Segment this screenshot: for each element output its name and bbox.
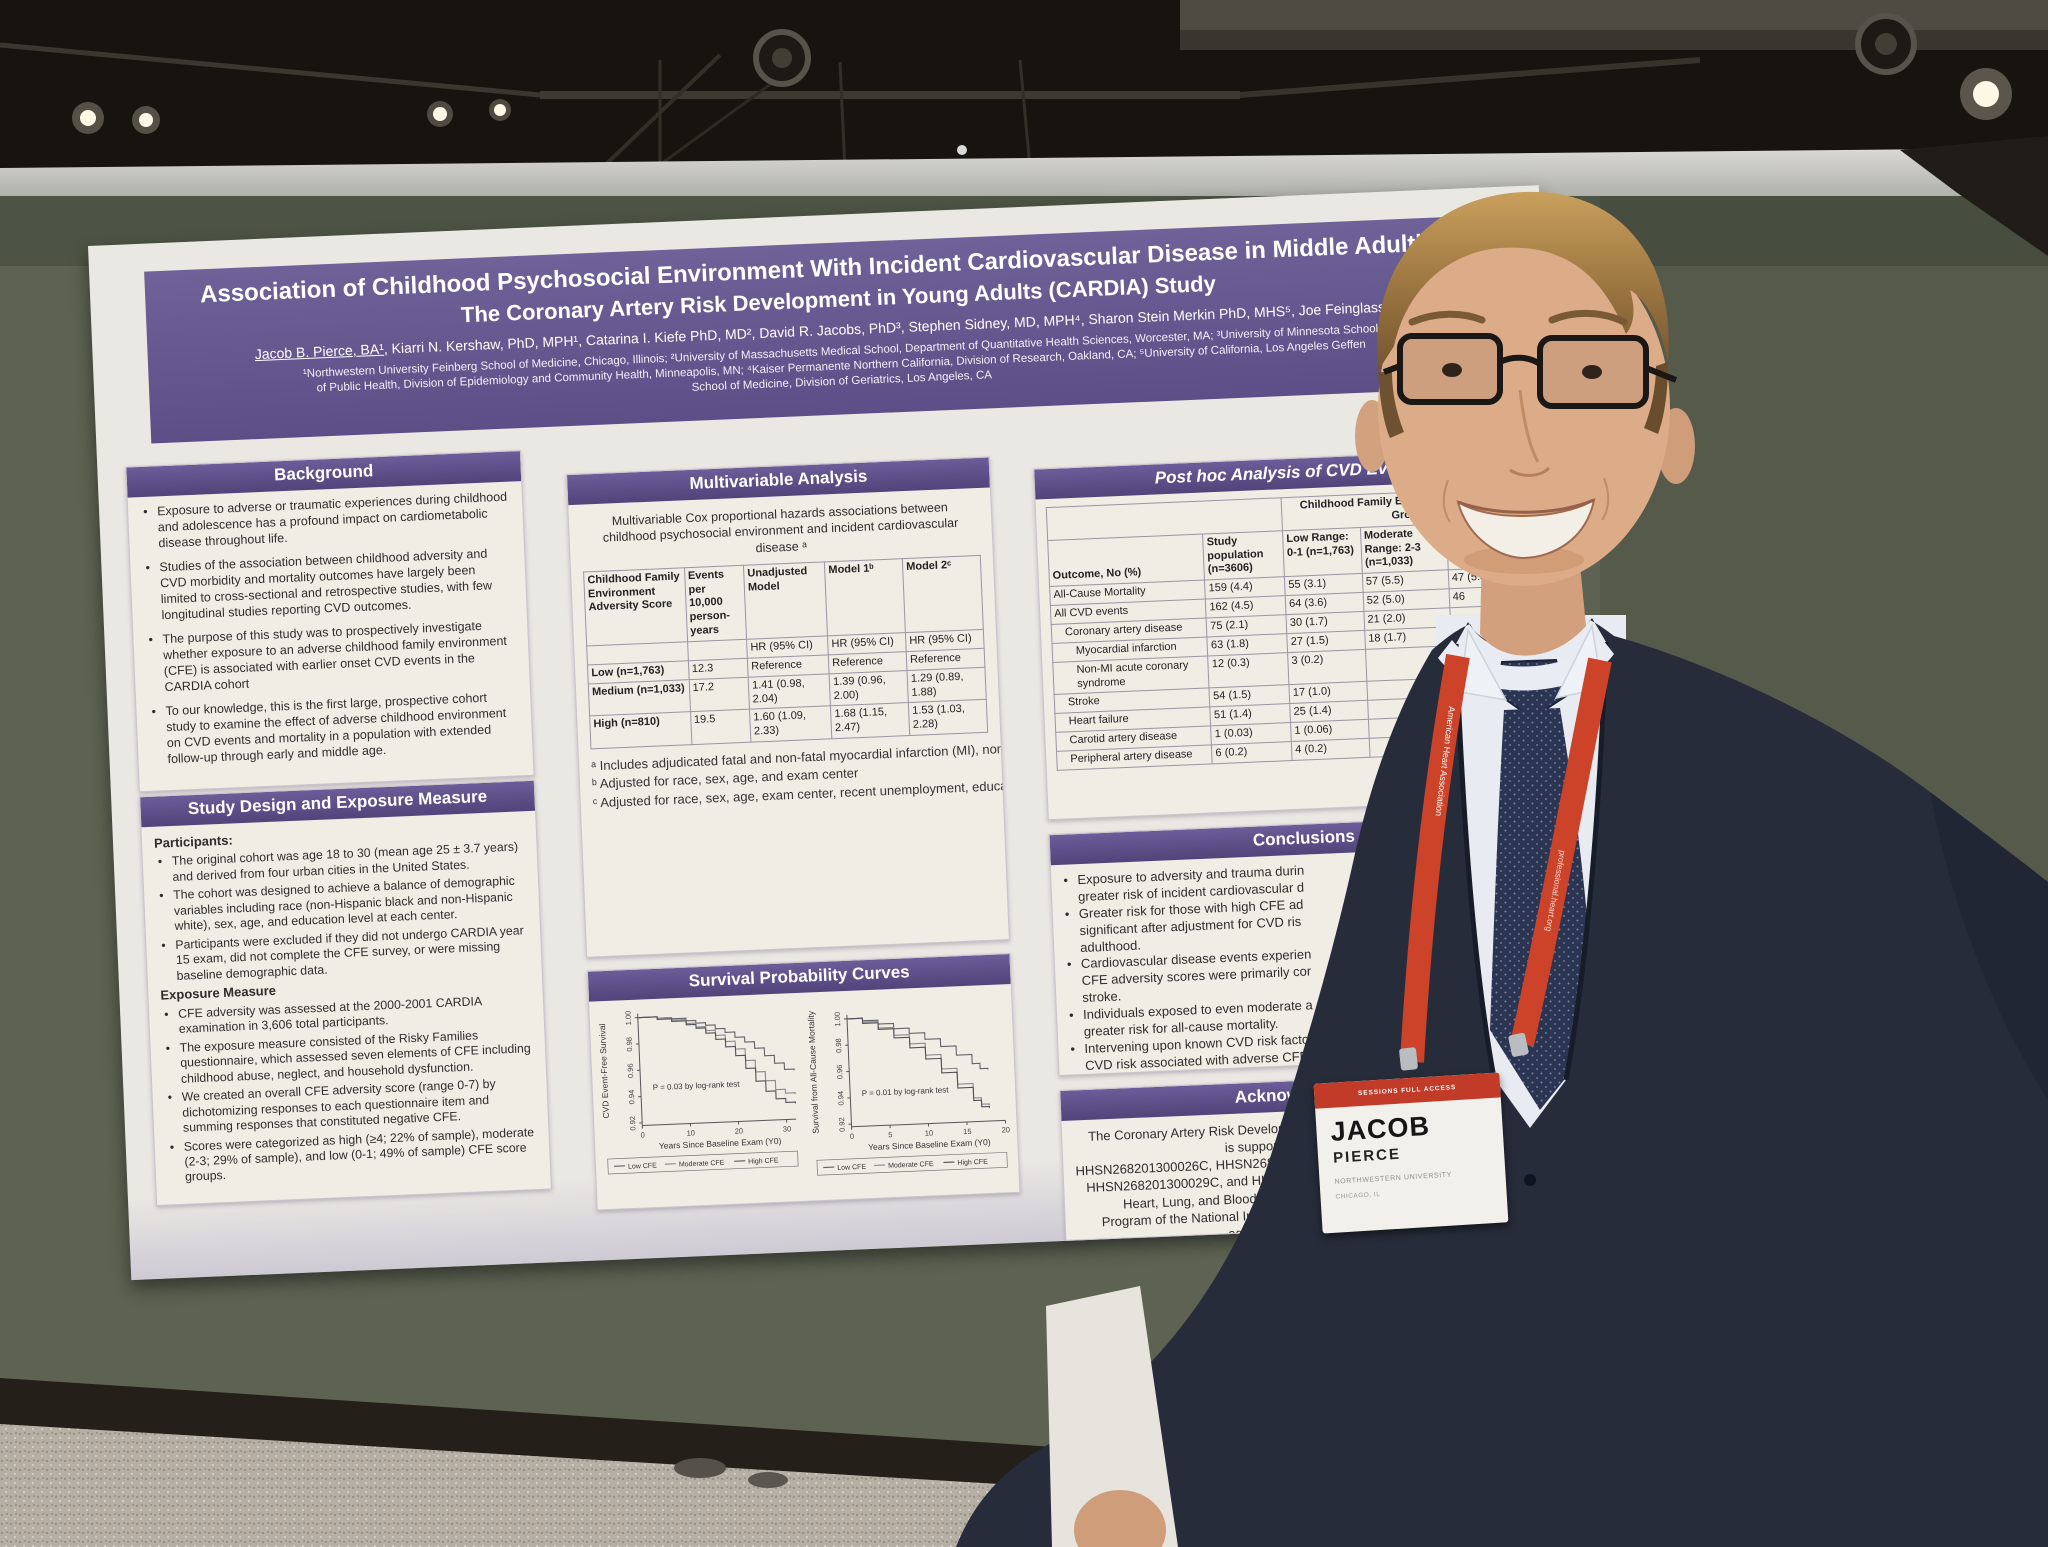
- ceiling-trusses: [0, 0, 2048, 175]
- svg-text:0.96: 0.96: [626, 1063, 636, 1078]
- svg-text:0.94: 0.94: [627, 1090, 637, 1105]
- km-chart-cvd-event-free-survival: 0.92 0.94 0.96 0.98 1.00 0 10 20 30 P = 0.03 by l…: [597, 1011, 799, 1175]
- shirt-cuff: [1046, 1286, 1178, 1547]
- svg-text:10: 10: [686, 1128, 695, 1137]
- badge-clip-left: [1399, 1047, 1418, 1071]
- svg-text:10: 10: [925, 1128, 934, 1137]
- svg-text:0: 0: [850, 1132, 855, 1141]
- board-foot: [674, 1458, 726, 1478]
- shoulder-shading: [1930, 792, 2048, 1100]
- hair-right-side: [1644, 362, 1668, 434]
- jacket-button: [1524, 1174, 1536, 1186]
- svg-text:P = 0.01 by log-rank test: P = 0.01 by log-rank test: [862, 1085, 950, 1098]
- svg-text:20: 20: [735, 1126, 744, 1135]
- ceiling-lights: [72, 68, 2012, 134]
- nose: [1518, 389, 1540, 463]
- svg-text:Low CFE: Low CFE: [628, 1162, 657, 1170]
- right-eye: [1582, 365, 1602, 379]
- lanyard-right-strap: [1510, 657, 1612, 1047]
- svg-text:0: 0: [640, 1130, 645, 1139]
- km-chart-all-cause-mortality: 0.92 0.94 0.96 0.98 1.00 0 5 10 15 20 P = 0.01 by …: [806, 1010, 1010, 1176]
- left-eye: [1442, 363, 1462, 377]
- head: [1355, 191, 1695, 656]
- svg-text:1.00: 1.00: [833, 1012, 843, 1027]
- badge-city: CHICAGO, IL: [1335, 1190, 1381, 1201]
- rail-screw: [957, 145, 967, 155]
- svg-text:0.98: 0.98: [625, 1037, 635, 1052]
- right-lapel-edge: [1563, 641, 1609, 1081]
- svg-text:1.00: 1.00: [623, 1011, 633, 1026]
- left-eyebrow: [1408, 310, 1486, 326]
- svg-text:High CFE: High CFE: [957, 1159, 988, 1167]
- suit-jacket: [956, 618, 2048, 1547]
- svg-text:0.92: 0.92: [837, 1117, 847, 1132]
- svg-text:P = 0.03 by log-rank test: P = 0.03 by log-rank test: [653, 1080, 741, 1093]
- chin-shadow: [1464, 546, 1584, 574]
- svg-text:5: 5: [888, 1130, 893, 1139]
- board-corner-frame: [1900, 136, 2048, 256]
- hand: [1074, 1490, 1166, 1547]
- svg-text:20: 20: [1001, 1125, 1010, 1134]
- lanyard-left-strap: [1400, 653, 1470, 1063]
- hair-left-side: [1378, 372, 1404, 438]
- conference-badge: SESSIONS FULL ACCESS JACOB PIERCE NORTHW…: [1313, 1072, 1509, 1234]
- svg-text:Moderate CFE: Moderate CFE: [888, 1161, 934, 1170]
- svg-text:0.94: 0.94: [836, 1091, 846, 1106]
- survival-curves-section: Survival Probability Curves 0.92 0.94 0.96…: [586, 952, 1021, 1211]
- hair: [1376, 191, 1669, 372]
- svg-text:CVD Event-Free Survival: CVD Event-Free Survival: [597, 1023, 611, 1118]
- svg-text:30: 30: [783, 1124, 792, 1133]
- right-eyebrow: [1548, 309, 1628, 326]
- badge-clip-right: [1508, 1032, 1529, 1057]
- svg-text:Moderate CFE: Moderate CFE: [679, 1160, 725, 1169]
- smile: [1442, 477, 1610, 560]
- research-poster: Association of Childhood Psychosocial En…: [88, 185, 1583, 1281]
- svg-text:0.98: 0.98: [834, 1038, 844, 1053]
- face: [1378, 230, 1670, 586]
- svg-text:0.96: 0.96: [835, 1064, 845, 1079]
- svg-text:15: 15: [963, 1127, 972, 1136]
- badge-organization: NORTHWESTERN UNIVERSITY: [1334, 1171, 1453, 1186]
- svg-text:0.92: 0.92: [628, 1116, 638, 1131]
- board-foot: [748, 1472, 788, 1488]
- svg-text:High CFE: High CFE: [748, 1157, 779, 1165]
- svg-text:Low CFE: Low CFE: [837, 1164, 866, 1172]
